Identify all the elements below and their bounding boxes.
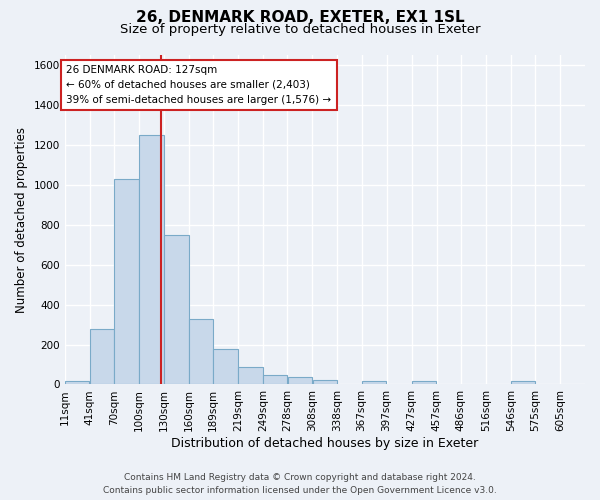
Bar	[238, 368, 263, 384]
Bar	[287, 378, 312, 384]
Text: 26, DENMARK ROAD, EXETER, EX1 1SL: 26, DENMARK ROAD, EXETER, EX1 1SL	[136, 10, 464, 25]
Bar	[362, 382, 386, 384]
Bar	[189, 318, 213, 384]
Bar	[65, 382, 89, 384]
Bar	[90, 328, 113, 384]
Bar	[139, 135, 164, 384]
Bar	[313, 380, 337, 384]
X-axis label: Distribution of detached houses by size in Exeter: Distribution of detached houses by size …	[171, 437, 478, 450]
Bar	[511, 382, 535, 384]
Bar	[164, 234, 188, 384]
Bar	[412, 382, 436, 384]
Bar	[114, 179, 139, 384]
Bar	[263, 376, 287, 384]
Text: Size of property relative to detached houses in Exeter: Size of property relative to detached ho…	[120, 22, 480, 36]
Text: 26 DENMARK ROAD: 127sqm
← 60% of detached houses are smaller (2,403)
39% of semi: 26 DENMARK ROAD: 127sqm ← 60% of detache…	[67, 65, 331, 104]
Bar	[214, 348, 238, 384]
Y-axis label: Number of detached properties: Number of detached properties	[15, 126, 28, 312]
Text: Contains HM Land Registry data © Crown copyright and database right 2024.
Contai: Contains HM Land Registry data © Crown c…	[103, 474, 497, 495]
